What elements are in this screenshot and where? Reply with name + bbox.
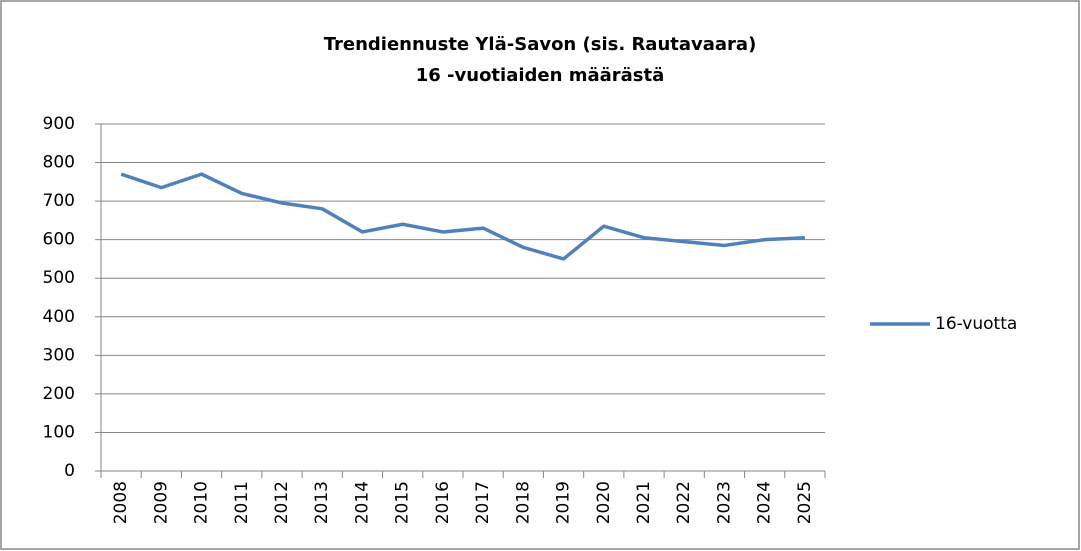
y-tick-label: 300 [43, 345, 75, 365]
x-tick-label: 2019 [554, 481, 574, 524]
x-tick-label: 2010 [192, 481, 212, 524]
y-tick-label: 200 [43, 384, 75, 404]
x-tick-label: 2013 [312, 481, 332, 524]
y-tick-label: 400 [43, 307, 75, 327]
y-tick-label: 700 [43, 191, 75, 211]
x-tick-label: 2022 [674, 481, 694, 524]
chart-title: 16 -vuotiaiden määrästä [416, 65, 665, 86]
x-tick-label: 2011 [232, 481, 252, 524]
x-tick-label: 2017 [473, 481, 493, 524]
x-tick-label: 2024 [755, 481, 775, 524]
chart-title: Trendiennuste Ylä-Savon (sis. Rautavaara… [324, 34, 757, 55]
y-tick-label: 0 [64, 461, 75, 481]
y-tick-label: 900 [43, 114, 75, 134]
x-tick-label: 2009 [151, 481, 171, 524]
x-tick-label: 2016 [433, 481, 453, 524]
line-series [120, 172, 805, 261]
x-tick-label: 2023 [714, 481, 734, 524]
y-tick-label: 800 [43, 153, 75, 173]
y-tick-label: 600 [43, 230, 75, 250]
y-tick-label: 100 [43, 422, 75, 442]
x-tick-label: 2018 [513, 481, 533, 524]
x-tick-label: 2020 [594, 481, 614, 524]
legend-label: 16-vuotta [935, 314, 1017, 334]
x-tick-label: 2021 [634, 481, 654, 524]
x-tick-label: 2025 [795, 481, 815, 524]
x-tick-label: 2012 [272, 481, 292, 524]
x-tick-label: 2008 [111, 481, 131, 524]
y-tick-label: 500 [43, 268, 75, 288]
x-tick-label: 2014 [352, 481, 372, 524]
x-tick-label: 2015 [393, 481, 413, 524]
